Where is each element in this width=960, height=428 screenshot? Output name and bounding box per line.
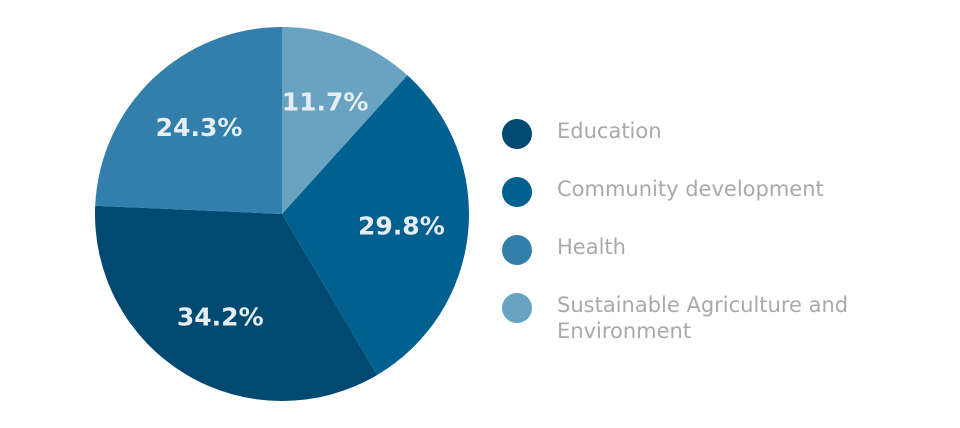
legend-item-sustainable-agriculture: Sustainable Agriculture and Environment xyxy=(502,287,942,345)
pie-slice-community-development xyxy=(282,75,470,375)
legend-label-community-development: Community development xyxy=(557,177,824,201)
pie-slice-health xyxy=(95,27,283,214)
pie-label-community-development: 29.8% xyxy=(358,212,445,241)
legend-item-health: Health xyxy=(502,229,942,287)
pie-labels: 11.7% 29.8% 34.2% 24.3% xyxy=(156,88,445,332)
pie-label-sustainable-agriculture-and-environment: 11.7% xyxy=(282,88,369,117)
pie-slice-education xyxy=(94,205,378,402)
legend-label-sustainable-agriculture: Sustainable Agriculture and Environment xyxy=(557,293,849,343)
legend-swatch-health xyxy=(502,235,532,265)
legend-swatch-sustainable-agriculture xyxy=(502,293,532,323)
pie-slice-sustainable-agriculture-and-environment xyxy=(282,27,408,214)
legend-swatch-education xyxy=(502,119,532,149)
pie-label-health: 24.3% xyxy=(156,113,243,142)
legend-item-community-development: Community development xyxy=(502,171,942,229)
legend-label-education: Education xyxy=(557,119,662,143)
legend-swatch-community-development xyxy=(502,177,532,207)
pie-label-education: 34.2% xyxy=(177,302,264,331)
pie-slices xyxy=(94,27,470,402)
legend: Education Community development Health S… xyxy=(502,113,942,345)
legend-item-education: Education xyxy=(502,113,942,171)
legend-label-health: Health xyxy=(557,235,626,259)
